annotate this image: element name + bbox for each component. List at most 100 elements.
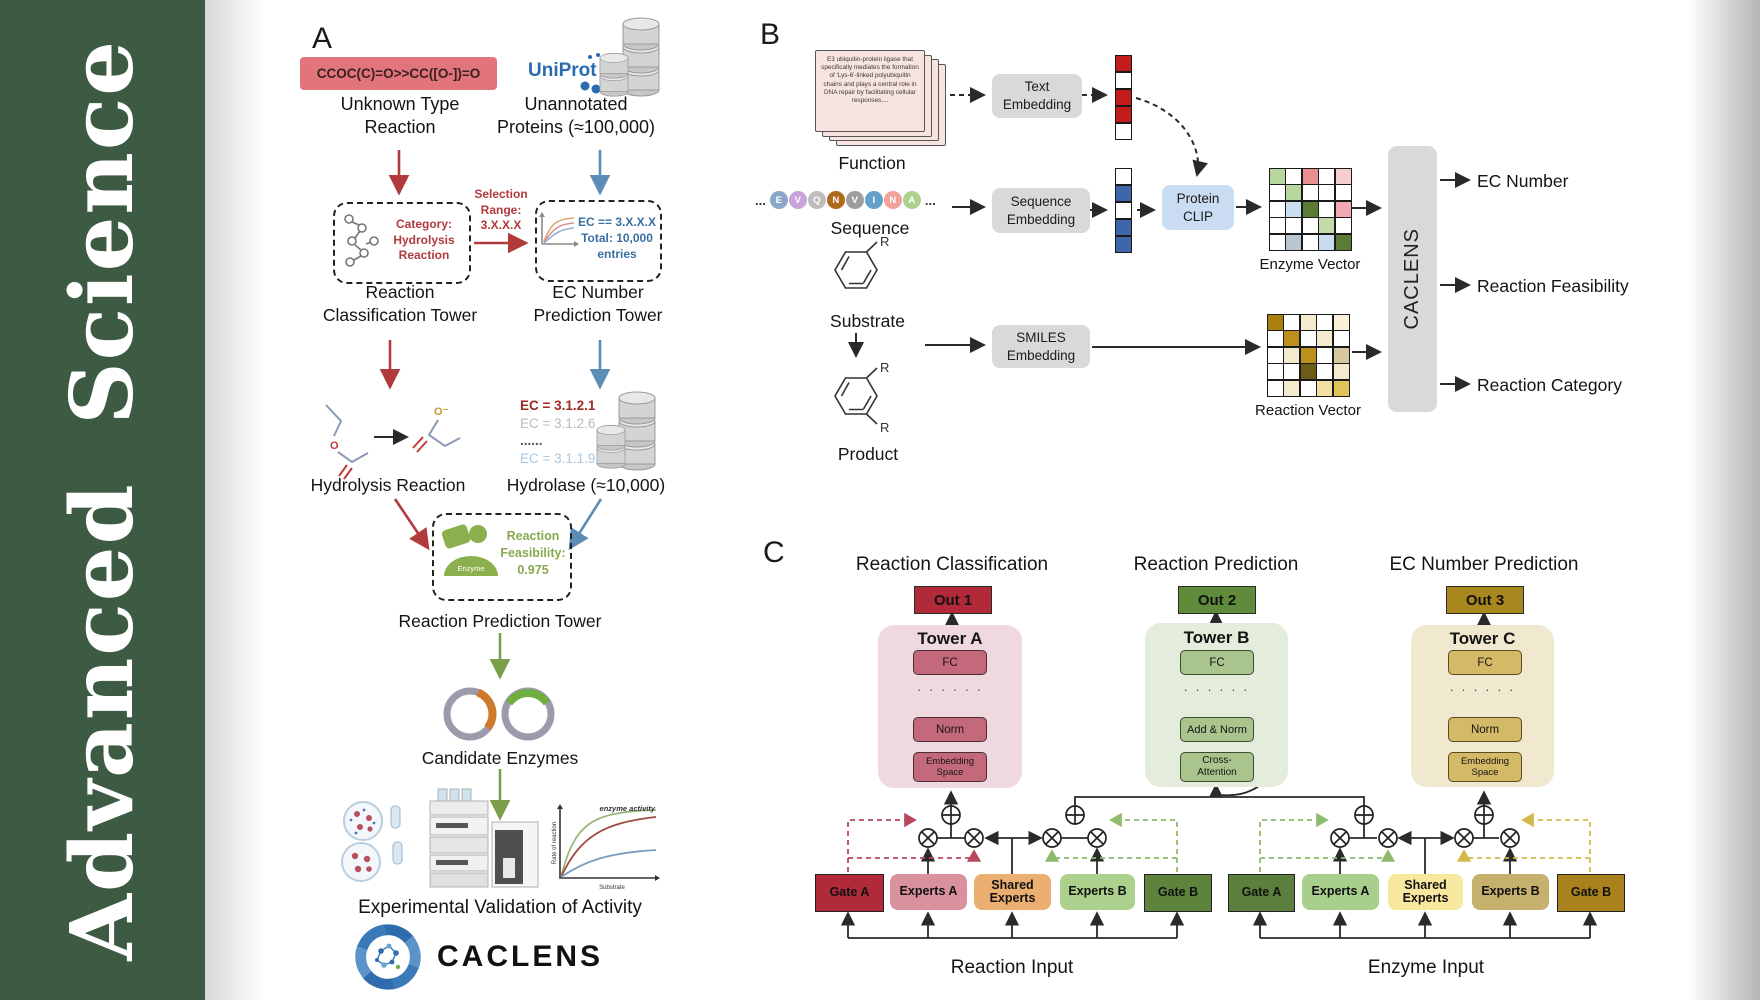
panel-a-label: A [312, 22, 333, 55]
vector-cell [1285, 184, 1302, 201]
enzyme-input-label: Enzyme Input [1367, 957, 1485, 978]
vector-cell [1316, 346, 1333, 364]
caclens-bar-text: CACLENS [1401, 228, 1423, 330]
database-icon-top [599, 17, 660, 97]
vector-cell [1316, 313, 1333, 331]
panel-c-label: C [763, 536, 785, 569]
panel-b-label: B [760, 18, 781, 51]
ec-box-text: EC == 3.X.X.X Total: 10,000 entries [577, 215, 657, 261]
title-ec-number-prediction: EC Number Prediction [1389, 554, 1579, 575]
database-icon-ec [596, 391, 656, 471]
arrow-hydrolysis-to-feasibility [393, 498, 430, 551]
tower-a-norm: Norm [913, 717, 987, 742]
tower-c-fc: FC [1448, 650, 1522, 675]
vector-cell [1114, 71, 1132, 89]
ellipsis-right: ... [924, 192, 936, 208]
multiply-add-nodes [918, 805, 1520, 848]
gate-a-reaction-dashed [847, 812, 982, 872]
substrate-molecule: R [834, 234, 889, 289]
svg-text:R: R [880, 360, 889, 375]
enzyme-experts-a: Experts A [1302, 874, 1379, 910]
unannotated-proteins-label: Unannotated Proteins (≈100,000) [497, 94, 655, 137]
vector-cell [1332, 379, 1350, 397]
residue-circle: E [769, 191, 788, 209]
reaction-experts-b: Experts B [1060, 874, 1135, 910]
prediction-tower-label: Reaction Prediction Tower [398, 611, 602, 631]
vector-cell [1334, 200, 1352, 218]
tower-b-add-norm: Add & Norm [1180, 717, 1254, 742]
vector-cell [1266, 313, 1284, 331]
ec-selection-box: EC == 3.X.X.X Total: 10,000 entries [535, 200, 662, 282]
reaction-vector-grid [1266, 313, 1350, 397]
vector-cell [1318, 184, 1335, 201]
unknown-reaction-label: Unknown Type Reaction [340, 94, 460, 137]
output-reaction-category: Reaction Category [1477, 375, 1622, 395]
vector-cell [1266, 346, 1284, 364]
journal-name: Advanced Science [52, 39, 153, 961]
ec-result-list: EC = 3.1.2.1 EC = 3.1.2.6...... EC = 3.1.1… [520, 397, 595, 467]
selection-range-label: Selection Range: 3.X.X.X [474, 187, 528, 232]
vector-cell [1285, 217, 1302, 234]
vector-cell [1332, 363, 1350, 380]
ec-list-row: EC = 3.1.2.1 [520, 398, 596, 413]
vector-cell [1268, 217, 1286, 234]
smiles-embedding-box: SMILES Embedding [992, 325, 1090, 368]
svg-text:enzyme activity: enzyme activity [600, 804, 656, 813]
product-label: Product [837, 444, 899, 464]
title-reaction-prediction: Reaction Prediction [1133, 554, 1299, 575]
svg-text:Rate of reaction: Rate of reaction [552, 822, 558, 864]
vector-cell [1266, 379, 1284, 397]
text-vector [1114, 54, 1132, 140]
activity-graph-text: enzyme activity Rate of reaction Substra… [552, 804, 656, 891]
vector-cell [1299, 346, 1317, 364]
gate-a-enzyme-dashed [1259, 812, 1396, 872]
vector-cell [1283, 313, 1300, 331]
vector-cell [1283, 363, 1300, 380]
vector-cell [1283, 346, 1300, 364]
ester-molecule: O [325, 404, 369, 480]
vector-cell [1334, 167, 1352, 185]
ec-list-row: ...... [520, 433, 543, 448]
function-card-front: E3 ubiquitin-protein ligase that specifi… [815, 50, 925, 132]
tower-c-name: Tower C [1449, 629, 1516, 648]
reaction-input-label: Reaction Input [950, 957, 1074, 978]
title-reaction-classification: Reaction Classification [855, 554, 1049, 575]
enzyme-vector-grid [1268, 167, 1352, 251]
residue-circle: I [864, 191, 883, 209]
output-reaction-feasibility: Reaction Feasibility [1477, 276, 1629, 296]
tower-b-name: Tower B [1183, 628, 1250, 647]
tower-c-dots: · · · · · · [1449, 682, 1516, 697]
reaction-gate-a: Gate A [815, 874, 884, 912]
caclens-logo-icon [355, 924, 421, 990]
candidate-enzymes-label: Candidate Enzymes [421, 748, 579, 768]
vector-cell [1316, 363, 1333, 380]
feasibility-text: Reaction Feasibility: 0.975 [500, 529, 566, 577]
vector-cell [1114, 88, 1132, 106]
vector-cell [1334, 217, 1352, 234]
vector-cell [1268, 167, 1286, 185]
hplc-instrument-icon [429, 788, 539, 888]
vector-cell [1114, 54, 1132, 72]
output-ec-number: EC Number [1477, 171, 1569, 191]
acetate-molecule: O⁻ [412, 406, 461, 453]
smiles-reaction-box: CCOC(C)=O>>CC([O-])=O [300, 57, 497, 90]
vector-cell [1299, 379, 1317, 397]
sequence-embedding-box: Sequence Embedding [992, 188, 1090, 233]
out-1-box: Out 1 [914, 586, 992, 614]
vector-cell [1114, 105, 1132, 123]
gate-b-enzyme-dashed [1456, 812, 1591, 872]
vector-cell [1301, 233, 1319, 251]
vector-cell [1301, 167, 1319, 185]
tower-b-dots: · · · · · · [1183, 682, 1250, 697]
residue-circle: V [788, 191, 807, 209]
vector-cell [1268, 200, 1286, 218]
product-molecule: R R [834, 360, 889, 435]
journal-sidebar: Advanced Science [0, 0, 205, 1000]
sequence-label: Sequence [830, 218, 910, 238]
residue-circle: N [883, 191, 902, 209]
vector-cell [1299, 313, 1317, 331]
ellipsis-left: ... [755, 192, 766, 208]
vector-cell [1285, 200, 1302, 218]
